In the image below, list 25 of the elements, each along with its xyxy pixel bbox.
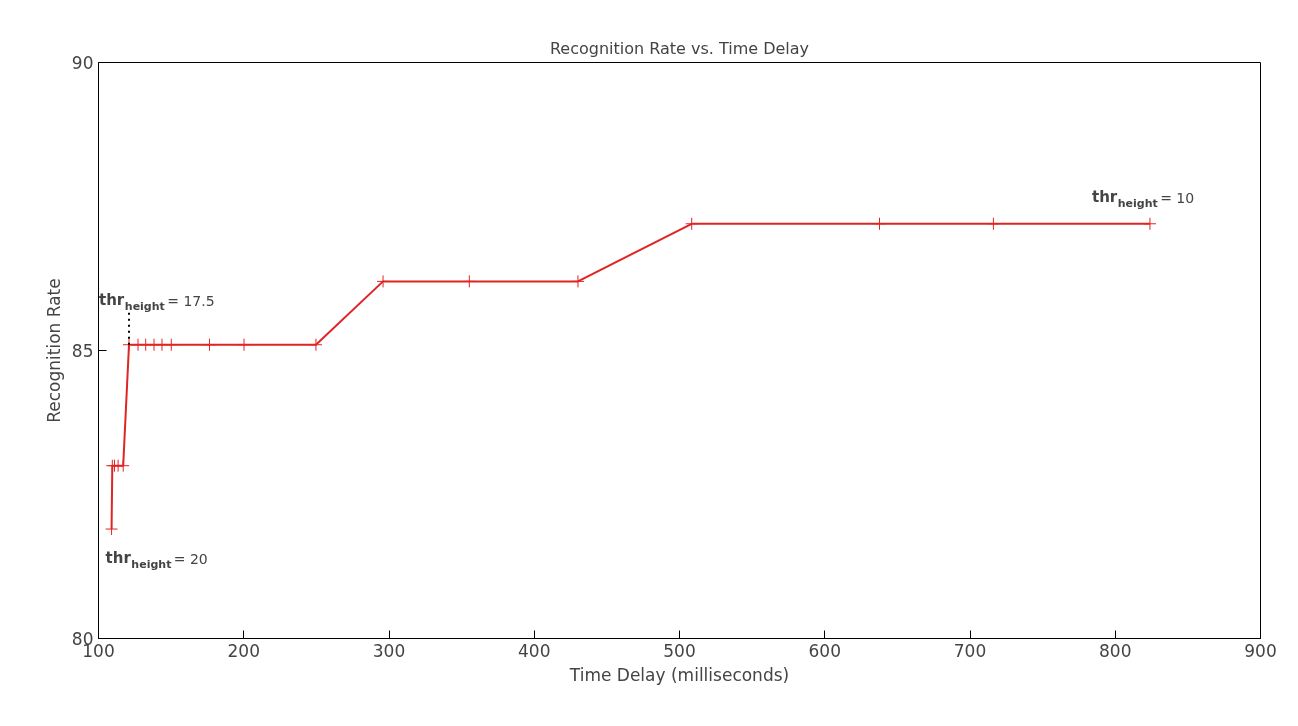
point: [237, 338, 251, 352]
x-tick-label: 400: [518, 640, 551, 661]
point: [462, 274, 476, 288]
x-tick-label: 300: [372, 640, 406, 661]
y-axis-title: Recognition Rate: [43, 278, 64, 423]
point: [202, 338, 216, 352]
point: [1143, 217, 1157, 231]
x-tick-label: 200: [227, 640, 260, 661]
chart-title: Recognition Rate vs. Time Delay: [549, 38, 810, 58]
x-axis-title: Time Delay (milliseconds): [568, 664, 790, 685]
point: [986, 217, 1000, 231]
x-tick-label: 800: [1099, 640, 1132, 661]
point: [164, 338, 178, 352]
point: [376, 274, 390, 288]
y-tick-label: 90: [71, 53, 94, 73]
x-tick-label: 500: [663, 640, 696, 661]
point: [873, 217, 887, 231]
point: [685, 217, 699, 231]
x-tick-label: 900: [1244, 640, 1277, 661]
x-tick-label: 700: [953, 640, 987, 661]
point: [309, 338, 323, 352]
x-tick-label: 600: [808, 640, 841, 661]
point: [105, 522, 119, 536]
y-tick-label: 85: [71, 341, 94, 361]
point: [571, 274, 585, 288]
